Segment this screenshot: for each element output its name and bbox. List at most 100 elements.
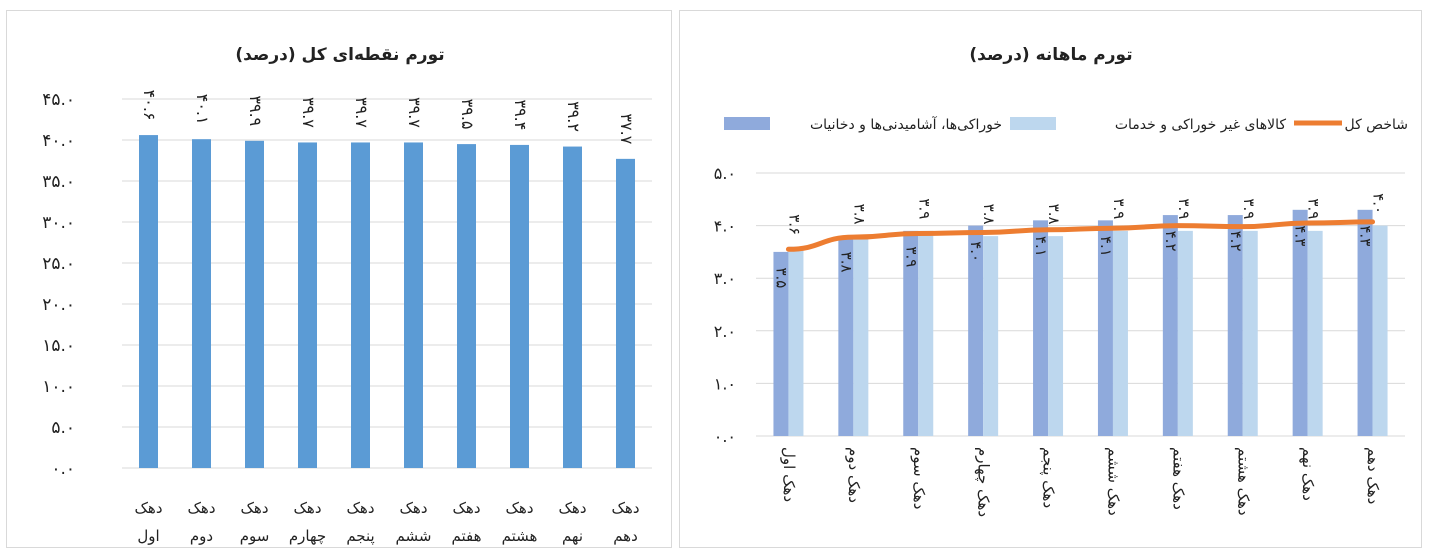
bar-food (1292, 209, 1308, 436)
x-tick-label: دهک اول (780, 447, 798, 502)
data-label: ۳.۶ (785, 214, 803, 235)
y-tick-label: ۱۵.۰ (42, 336, 75, 356)
y-tick-label: ۳۰.۰ (42, 213, 75, 233)
data-label: ۴۰.۱ (193, 94, 212, 125)
y-tick-label: ۲۵.۰ (42, 254, 75, 274)
data-label: ۳۹.۲ (564, 101, 583, 132)
data-label: ۳.۹ (1240, 198, 1258, 219)
y-tick-label: ۰.۰ (51, 459, 75, 479)
data-label: ۳.۸ (850, 204, 868, 225)
x-tick-label: دهک (611, 499, 639, 517)
y-tick-label: ۴۵.۰ (42, 90, 75, 110)
bar-nonfood (918, 230, 934, 436)
monthly-inflation-chart: تورم ماهانه (درصد) شاخص کل کالاهای غیر خو… (714, 45, 1408, 517)
data-label: ۳.۸ (980, 204, 998, 225)
data-label: ۳.۹ (1110, 198, 1128, 219)
x-tick-label: دهک (293, 499, 321, 517)
x-tick-label: ششم (396, 527, 432, 545)
x-tick-label: دهک دهم (1364, 447, 1382, 504)
bar-nonfood (853, 236, 869, 436)
data-label: ۴.۰ (967, 241, 985, 262)
data-label: ۳۷.۷ (617, 113, 636, 144)
chart-title: تورم ماهانه (درصد) (969, 45, 1132, 65)
legend-label: شاخص کل (1344, 117, 1408, 133)
bar-food (838, 236, 854, 436)
data-label: ۳.۹ (1175, 198, 1193, 219)
y-tick-label: ۵.۰ (714, 164, 736, 183)
x-tick-label: دهک هفتم (1169, 447, 1187, 510)
y-tick-label: ۵.۰ (51, 418, 75, 438)
bar-nonfood (1307, 230, 1323, 436)
data-label: ۳۹.۴ (511, 99, 530, 130)
data-label: ۳.۸ (837, 252, 855, 273)
data-label: ۴.۰ (1370, 193, 1388, 214)
bar (510, 144, 529, 469)
x-tick-label: دهک (240, 499, 268, 517)
x-tick-label: دهک نهم (1299, 447, 1317, 501)
x-tick-label: سوم (240, 527, 270, 545)
bar-nonfood (788, 246, 804, 436)
bar (298, 142, 317, 468)
y-tick-label: ۳.۰ (714, 269, 736, 288)
x-tick-label: دهک ششم (1104, 447, 1122, 516)
bar-food (1227, 215, 1243, 436)
bar-nonfood (1112, 230, 1128, 436)
series-line-total (785, 219, 1376, 252)
x-tick-label: دهک (505, 499, 533, 517)
data-label: ۳۹.۹ (246, 95, 265, 126)
bar-nonfood (1242, 230, 1258, 436)
x-tick-label: هفتم (451, 527, 481, 545)
legend-label: خوراکی‌ها، آشامیدنی‌ها و دخانیات (810, 116, 1002, 133)
data-label: ۳۹.۷ (299, 97, 318, 128)
data-label: ۴.۲ (1227, 231, 1245, 252)
bar-nonfood (1372, 225, 1388, 436)
x-tick-label: دوم (190, 527, 213, 545)
bar (616, 158, 635, 469)
x-tick-label: نهم (562, 527, 583, 545)
x-tick-label: پنجم (346, 527, 374, 546)
bar-nonfood (1177, 230, 1193, 436)
x-tick-label: دهک سوم (910, 447, 928, 509)
bar-food (903, 230, 919, 436)
point-inflation-chart-panel: تورم نقطه‌ای کل (درصد) ۰.۰ ۵.۰ ۱۰.۰ ۱۵.۰ ۲۰.… (6, 10, 672, 548)
data-label: ۴.۳ (1292, 225, 1310, 246)
y-tick-label: ۱.۰ (714, 374, 736, 393)
data-label: ۳.۹ (1305, 198, 1323, 219)
data-label: ۳.۸ (1045, 204, 1063, 225)
x-tick-label: دهک (558, 499, 586, 517)
y-tick-label: ۴۰.۰ (42, 131, 75, 151)
y-tick-label: ۳۵.۰ (42, 172, 75, 192)
x-tick-label: دهک (399, 499, 427, 517)
y-tick-label: ۰.۰ (714, 427, 736, 446)
legend-swatch (1010, 117, 1056, 130)
x-tick-label: چهارم (289, 527, 326, 545)
y-tick-label: ۱۰.۰ (42, 377, 75, 397)
x-tick-label: هشتم (502, 527, 538, 545)
legend-label: کالاهای غیر خوراکی و خدمات (1115, 117, 1287, 133)
legend-swatch (724, 117, 770, 130)
x-tick-label: دهک چهارم (975, 447, 993, 517)
bar (192, 139, 211, 468)
point-inflation-chart: تورم نقطه‌ای کل (درصد) ۰.۰ ۵.۰ ۱۰.۰ ۱۵.۰ ۲۰.… (42, 45, 652, 546)
bar-food (1097, 220, 1113, 436)
data-label: ۳.۹ (902, 246, 920, 267)
bar-nonfood (1048, 236, 1064, 436)
bar-food (1162, 215, 1178, 436)
x-tick-label: اول (137, 527, 159, 545)
y-tick-label: ۲.۰ (714, 322, 736, 341)
bar (351, 142, 370, 468)
bar-food (773, 251, 789, 436)
bar-food (968, 225, 984, 436)
data-label: ۳۹.۷ (405, 97, 424, 128)
data-label: ۴.۲ (1162, 231, 1180, 252)
data-label: ۳.۵ (772, 267, 790, 288)
bar (404, 142, 423, 468)
chart-title: تورم نقطه‌ای کل (درصد) (235, 45, 444, 65)
bar (245, 140, 264, 468)
data-label: ۴.۳ (1357, 225, 1375, 246)
data-label: ۴۰.۶ (140, 90, 159, 121)
monthly-inflation-chart-panel: تورم ماهانه (درصد) شاخص کل کالاهای غیر خو… (679, 10, 1422, 548)
x-tick-label: دهک دوم (845, 447, 863, 503)
x-tick-label: دهک هشتم (1234, 447, 1252, 516)
bar-food (1033, 220, 1049, 436)
